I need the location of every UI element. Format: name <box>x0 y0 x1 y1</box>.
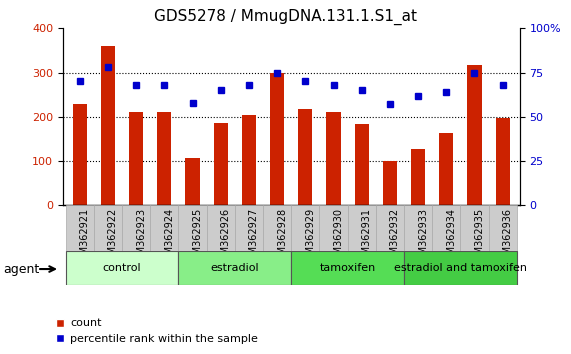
Text: estradiol and tamoxifen: estradiol and tamoxifen <box>394 263 527 273</box>
Bar <box>383 161 397 205</box>
Text: GSM362932: GSM362932 <box>390 207 400 267</box>
Bar <box>150 205 178 251</box>
Bar <box>432 205 460 251</box>
Text: GSM362933: GSM362933 <box>418 207 428 267</box>
Text: GSM362924: GSM362924 <box>164 207 174 267</box>
Bar <box>489 205 517 251</box>
Text: GSM362927: GSM362927 <box>249 207 259 267</box>
Bar <box>404 251 517 285</box>
Bar <box>496 118 510 205</box>
Bar <box>66 251 178 285</box>
Bar <box>66 205 94 251</box>
Bar <box>270 73 284 205</box>
Bar <box>157 113 171 205</box>
Bar <box>178 205 207 251</box>
Bar <box>291 205 319 251</box>
Text: GSM362923: GSM362923 <box>136 207 146 267</box>
Text: agent: agent <box>3 263 39 275</box>
Text: estradiol: estradiol <box>211 263 259 273</box>
Bar <box>101 46 115 205</box>
Text: GSM362922: GSM362922 <box>108 207 118 267</box>
Bar <box>298 109 312 205</box>
Bar <box>235 205 263 251</box>
Bar <box>439 133 453 205</box>
Bar <box>411 149 425 205</box>
Bar <box>178 251 291 285</box>
Text: GSM362929: GSM362929 <box>305 207 315 267</box>
Bar <box>327 113 340 205</box>
Text: tamoxifen: tamoxifen <box>320 263 376 273</box>
Text: GSM362926: GSM362926 <box>221 207 231 267</box>
Text: GDS5278 / MmugDNA.131.1.S1_at: GDS5278 / MmugDNA.131.1.S1_at <box>154 9 417 25</box>
Bar <box>214 124 228 205</box>
Bar <box>186 158 200 205</box>
Text: GSM362930: GSM362930 <box>333 207 344 267</box>
Bar <box>348 205 376 251</box>
Text: GSM362934: GSM362934 <box>447 207 456 267</box>
Bar <box>291 251 404 285</box>
Bar <box>129 113 143 205</box>
Bar <box>73 104 87 205</box>
Bar <box>404 205 432 251</box>
Bar <box>355 124 369 205</box>
Text: GSM362936: GSM362936 <box>502 207 513 267</box>
Bar <box>376 205 404 251</box>
Bar <box>207 205 235 251</box>
Bar <box>122 205 150 251</box>
Bar <box>468 65 481 205</box>
Bar <box>319 205 348 251</box>
Bar <box>263 205 291 251</box>
Bar <box>94 205 122 251</box>
Text: GSM362921: GSM362921 <box>80 207 90 267</box>
Legend: count, percentile rank within the sample: count, percentile rank within the sample <box>51 314 263 348</box>
Text: GSM362928: GSM362928 <box>277 207 287 267</box>
Text: GSM362925: GSM362925 <box>192 207 203 267</box>
Bar <box>460 205 489 251</box>
Bar <box>242 115 256 205</box>
Text: GSM362931: GSM362931 <box>361 207 372 267</box>
Text: control: control <box>103 263 142 273</box>
Text: GSM362935: GSM362935 <box>475 207 485 267</box>
